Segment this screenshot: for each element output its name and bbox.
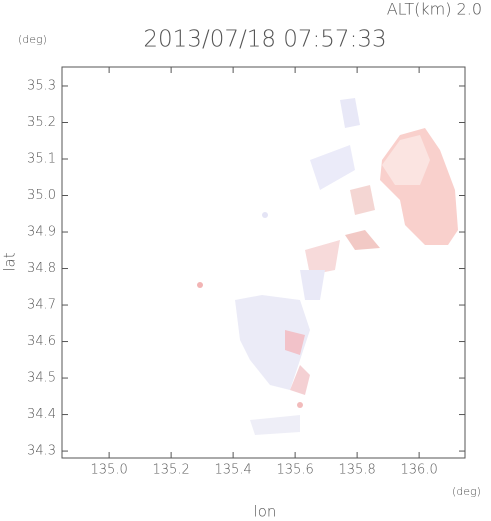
- y-tick-label: 35.0: [27, 188, 56, 203]
- y-axis-label: lat: [1, 252, 19, 271]
- x-tick-label: 135.6: [277, 463, 314, 478]
- y-unit: (deg): [18, 33, 47, 46]
- x-axis-label: lon: [254, 503, 277, 521]
- y-tick-label: 35.3: [27, 78, 56, 93]
- y-tick-label: 34.7: [27, 298, 56, 313]
- x-tick-label: 135.4: [215, 463, 252, 478]
- altitude-label: ALT(km) 2.0: [387, 0, 482, 19]
- x-tick-label: 135.0: [91, 463, 128, 478]
- y-tick-label: 34.5: [27, 371, 56, 386]
- x-unit: (deg): [452, 485, 481, 498]
- echo-region: [197, 98, 458, 435]
- x-tick-label: 135.8: [339, 463, 376, 478]
- y-tick-label: 34.9: [27, 225, 56, 240]
- y-tick-label: 35.2: [27, 115, 56, 130]
- plot-frame: [61, 66, 466, 459]
- y-tick-label: 35.1: [27, 152, 56, 167]
- y-tick-label: 34.4: [27, 407, 56, 422]
- chart-title: 2013/07/18 07:57:33: [143, 27, 386, 53]
- x-tick-label: 135.2: [153, 463, 190, 478]
- y-tick-label: 34.6: [27, 334, 56, 349]
- y-tick-label: 34.8: [27, 261, 56, 276]
- y-tick-label: 34.3: [27, 444, 56, 459]
- x-tick-label: 136.0: [401, 463, 438, 478]
